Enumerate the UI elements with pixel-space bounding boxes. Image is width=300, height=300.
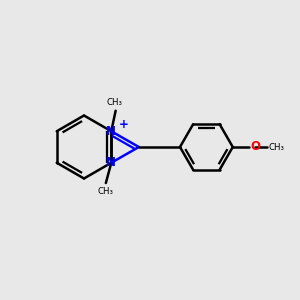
Text: O: O (250, 140, 260, 154)
Text: +: + (119, 118, 129, 131)
Text: N: N (106, 125, 116, 138)
Text: CH₃: CH₃ (106, 98, 122, 107)
Text: N: N (106, 156, 116, 169)
Text: CH₃: CH₃ (98, 187, 114, 196)
Text: CH₃: CH₃ (269, 142, 285, 152)
